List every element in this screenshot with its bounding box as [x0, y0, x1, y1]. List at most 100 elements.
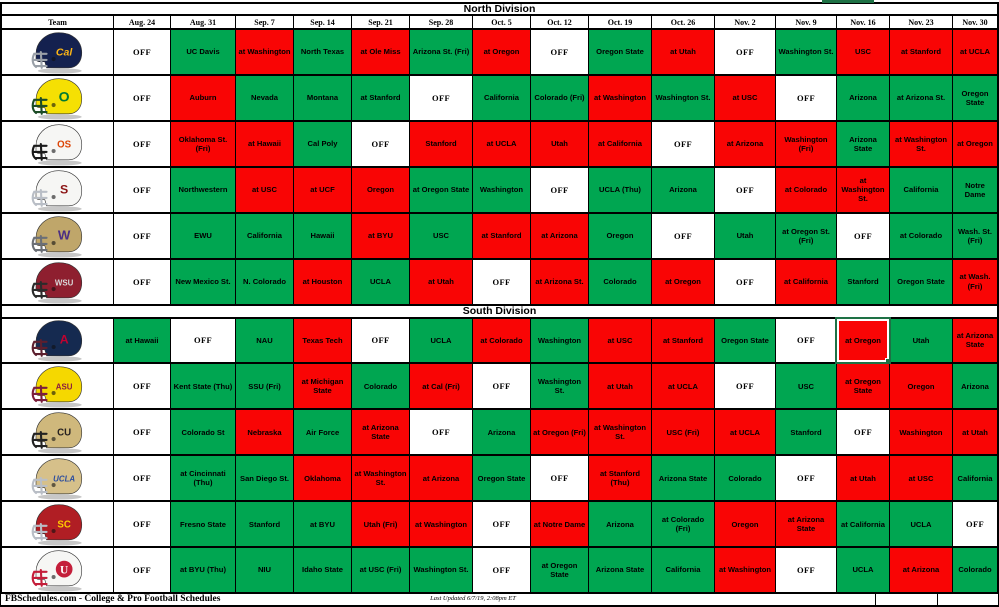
schedule-cell[interactable]: Washington (Fri): [776, 121, 836, 166]
off-cell[interactable]: OFF: [114, 502, 170, 547]
schedule-cell[interactable]: Nevada: [236, 75, 293, 120]
off-cell[interactable]: OFF: [410, 75, 472, 120]
off-cell[interactable]: OFF: [953, 502, 997, 547]
off-cell[interactable]: OFF: [473, 259, 530, 304]
off-cell[interactable]: OFF: [531, 30, 588, 74]
schedule-cell[interactable]: at Notre Dame: [531, 502, 588, 547]
schedule-cell[interactable]: Arizona: [652, 167, 714, 212]
schedule-cell[interactable]: at Arizona: [715, 121, 775, 166]
schedule-cell[interactable]: Oregon: [352, 167, 409, 212]
schedule-cell[interactable]: at Washington: [589, 75, 651, 120]
schedule-cell[interactable]: Nebraska: [236, 410, 293, 455]
schedule-cell[interactable]: Utah: [890, 318, 952, 363]
team-cell-utah[interactable]: U: [2, 548, 113, 592]
schedule-cell[interactable]: at Ole Miss: [352, 30, 409, 74]
schedule-cell[interactable]: Arizona State: [589, 548, 651, 592]
team-cell-arizona[interactable]: A: [2, 318, 113, 363]
schedule-cell[interactable]: San Diego St.: [236, 456, 293, 501]
schedule-cell[interactable]: Colorado St: [171, 410, 235, 455]
schedule-cell[interactable]: at Utah: [589, 364, 651, 409]
schedule-cell[interactable]: Oregon State: [890, 259, 952, 304]
schedule-cell[interactable]: at Stanford: [652, 318, 714, 363]
schedule-cell[interactable]: at Cincinnati (Thu): [171, 456, 235, 501]
off-cell[interactable]: OFF: [114, 30, 170, 74]
schedule-cell[interactable]: Washington: [890, 410, 952, 455]
schedule-cell[interactable]: North Texas: [294, 30, 351, 74]
schedule-cell[interactable]: Arizona State: [837, 121, 889, 166]
schedule-cell[interactable]: Oregon State: [589, 30, 651, 74]
schedule-cell[interactable]: EWU: [171, 213, 235, 258]
schedule-cell[interactable]: Colorado: [352, 364, 409, 409]
schedule-cell[interactable]: USC: [837, 30, 889, 74]
schedule-cell[interactable]: California: [473, 75, 530, 120]
schedule-cell[interactable]: at Oregon State: [531, 548, 588, 592]
schedule-cell[interactable]: at Houston: [294, 259, 351, 304]
schedule-cell[interactable]: UCLA: [410, 318, 472, 363]
off-cell[interactable]: OFF: [171, 318, 235, 363]
schedule-cell[interactable]: Oregon: [890, 364, 952, 409]
schedule-cell[interactable]: at Washington St.: [890, 121, 952, 166]
schedule-cell[interactable]: at Colorado: [473, 318, 530, 363]
schedule-cell[interactable]: at USC: [715, 75, 775, 120]
off-cell[interactable]: OFF: [352, 121, 409, 166]
schedule-cell[interactable]: Washington St.: [776, 30, 836, 74]
schedule-cell[interactable]: at Washington: [715, 548, 775, 592]
schedule-cell[interactable]: California: [236, 213, 293, 258]
schedule-cell[interactable]: Washington St.: [410, 548, 472, 592]
schedule-cell[interactable]: at USC: [236, 167, 293, 212]
off-cell[interactable]: OFF: [114, 121, 170, 166]
schedule-cell[interactable]: Colorado: [589, 259, 651, 304]
schedule-cell[interactable]: Washington: [531, 318, 588, 363]
schedule-cell[interactable]: at Colorado: [776, 167, 836, 212]
schedule-cell[interactable]: at Oregon State: [837, 364, 889, 409]
schedule-cell[interactable]: Stanford: [776, 410, 836, 455]
schedule-cell[interactable]: UCLA: [352, 259, 409, 304]
off-cell[interactable]: OFF: [473, 502, 530, 547]
schedule-cell[interactable]: Texas Tech: [294, 318, 351, 363]
schedule-cell[interactable]: at Michigan State: [294, 364, 351, 409]
schedule-cell[interactable]: at USC: [589, 318, 651, 363]
schedule-cell[interactable]: Hawaii: [294, 213, 351, 258]
team-cell-stanford[interactable]: S: [2, 167, 113, 212]
schedule-cell[interactable]: at Utah: [837, 456, 889, 501]
schedule-cell[interactable]: California: [890, 167, 952, 212]
schedule-cell[interactable]: at Washington St.: [589, 410, 651, 455]
schedule-cell[interactable]: Northwestern: [171, 167, 235, 212]
schedule-cell[interactable]: at Arizona State: [953, 318, 997, 363]
off-cell[interactable]: OFF: [837, 410, 889, 455]
schedule-cell[interactable]: at California: [589, 121, 651, 166]
selected-cell[interactable]: at Oregon: [837, 318, 889, 363]
schedule-cell[interactable]: at Arizona State: [352, 410, 409, 455]
schedule-cell[interactable]: Kent State (Thu): [171, 364, 235, 409]
off-cell[interactable]: OFF: [114, 259, 170, 304]
schedule-cell[interactable]: at Oregon State: [410, 167, 472, 212]
team-cell-oregon[interactable]: O: [2, 75, 113, 120]
schedule-cell[interactable]: at Oregon St. (Fri): [776, 213, 836, 258]
schedule-cell[interactable]: Arizona St. (Fri): [410, 30, 472, 74]
schedule-cell[interactable]: at Arizona St.: [531, 259, 588, 304]
schedule-cell[interactable]: at Cal (Fri): [410, 364, 472, 409]
schedule-cell[interactable]: Fresno State: [171, 502, 235, 547]
schedule-cell[interactable]: Washington St.: [531, 364, 588, 409]
schedule-cell[interactable]: at Arizona: [410, 456, 472, 501]
team-cell-california[interactable]: Cal: [2, 30, 113, 74]
schedule-cell[interactable]: at Hawaii: [114, 318, 170, 363]
schedule-cell[interactable]: at BYU: [352, 213, 409, 258]
schedule-cell[interactable]: at Oregon: [953, 121, 997, 166]
team-cell-ucla[interactable]: UCLA: [2, 456, 113, 501]
off-cell[interactable]: OFF: [837, 213, 889, 258]
schedule-cell[interactable]: USC (Fri): [652, 410, 714, 455]
schedule-cell[interactable]: at Stanford (Thu): [589, 456, 651, 501]
schedule-cell[interactable]: at Arizona State: [776, 502, 836, 547]
off-cell[interactable]: OFF: [652, 121, 714, 166]
schedule-cell[interactable]: at Washington St.: [837, 167, 889, 212]
off-cell[interactable]: OFF: [776, 548, 836, 592]
schedule-cell[interactable]: at Colorado (Fri): [652, 502, 714, 547]
schedule-cell[interactable]: Utah: [715, 213, 775, 258]
schedule-cell[interactable]: at Arizona: [890, 548, 952, 592]
off-cell[interactable]: OFF: [776, 456, 836, 501]
off-cell[interactable]: OFF: [473, 364, 530, 409]
off-cell[interactable]: OFF: [531, 456, 588, 501]
schedule-cell[interactable]: at Utah: [652, 30, 714, 74]
schedule-cell[interactable]: Stanford: [410, 121, 472, 166]
